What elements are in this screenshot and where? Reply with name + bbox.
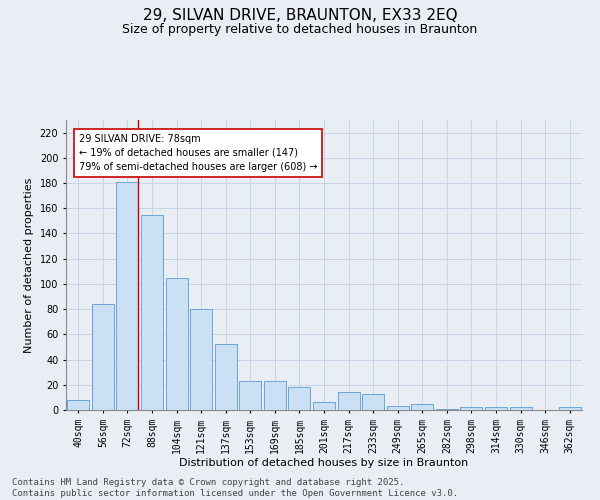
Bar bbox=[338, 392, 359, 410]
Bar bbox=[436, 408, 458, 410]
Bar bbox=[362, 394, 384, 410]
Bar bbox=[313, 402, 335, 410]
Bar bbox=[141, 214, 163, 410]
Bar bbox=[289, 388, 310, 410]
Text: 29 SILVAN DRIVE: 78sqm
← 19% of detached houses are smaller (147)
79% of semi-de: 29 SILVAN DRIVE: 78sqm ← 19% of detached… bbox=[79, 134, 317, 172]
Bar bbox=[264, 381, 286, 410]
Bar bbox=[239, 381, 262, 410]
Bar bbox=[92, 304, 114, 410]
Text: Size of property relative to detached houses in Braunton: Size of property relative to detached ho… bbox=[122, 22, 478, 36]
Bar bbox=[460, 408, 482, 410]
Text: 29, SILVAN DRIVE, BRAUNTON, EX33 2EQ: 29, SILVAN DRIVE, BRAUNTON, EX33 2EQ bbox=[143, 8, 457, 22]
Bar bbox=[411, 404, 433, 410]
Bar bbox=[386, 406, 409, 410]
Bar bbox=[215, 344, 237, 410]
Bar bbox=[166, 278, 188, 410]
Bar bbox=[116, 182, 139, 410]
Bar bbox=[485, 408, 507, 410]
Bar bbox=[67, 400, 89, 410]
Bar bbox=[190, 309, 212, 410]
X-axis label: Distribution of detached houses by size in Braunton: Distribution of detached houses by size … bbox=[179, 458, 469, 468]
Text: Contains HM Land Registry data © Crown copyright and database right 2025.
Contai: Contains HM Land Registry data © Crown c… bbox=[12, 478, 458, 498]
Y-axis label: Number of detached properties: Number of detached properties bbox=[24, 178, 34, 352]
Bar bbox=[559, 408, 581, 410]
Bar bbox=[509, 408, 532, 410]
